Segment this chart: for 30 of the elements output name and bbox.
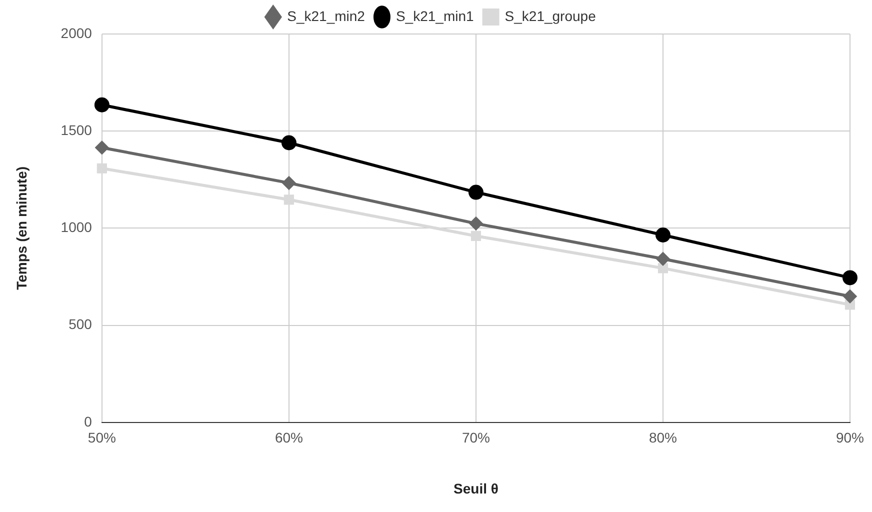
y-tick-label: 1500 — [60, 122, 92, 138]
point — [658, 263, 668, 274]
legend-label: S_k21_min2 — [287, 8, 366, 24]
point — [844, 300, 856, 310]
x-tick-label: 60% — [274, 430, 303, 446]
y-tick-label: 0 — [84, 413, 92, 430]
x-tick-label: 50% — [88, 430, 116, 446]
point — [94, 97, 110, 112]
y-axis-title: Temps (en minute) — [13, 166, 30, 290]
y-tick-label: 1000 — [60, 219, 92, 236]
point — [470, 230, 482, 242]
point — [843, 290, 856, 303]
point — [655, 227, 670, 242]
x-tick-label: 90% — [836, 430, 864, 446]
x-axis-title: Seuil θ — [454, 480, 498, 496]
x-tick-label: 70% — [462, 430, 490, 446]
point — [842, 270, 858, 286]
point — [96, 163, 107, 174]
x-tick-label: 80% — [648, 430, 677, 446]
point — [656, 252, 670, 266]
point — [468, 184, 484, 200]
point — [95, 141, 108, 154]
legend-label: S_k21_groupe — [504, 8, 596, 24]
point — [281, 135, 296, 150]
point — [469, 217, 482, 230]
y-tick-label: 500 — [68, 316, 92, 332]
y-tick-label: 2000 — [60, 24, 92, 41]
point — [282, 176, 296, 190]
point — [284, 194, 294, 205]
legend-label: S_k21_min1 — [396, 8, 474, 24]
